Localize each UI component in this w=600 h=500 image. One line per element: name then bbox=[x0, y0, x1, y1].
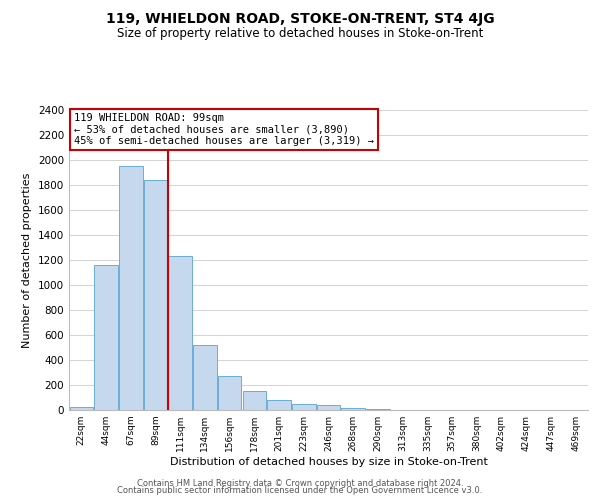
Text: Contains public sector information licensed under the Open Government Licence v3: Contains public sector information licen… bbox=[118, 486, 482, 495]
Bar bbox=[193, 345, 217, 410]
Y-axis label: Number of detached properties: Number of detached properties bbox=[22, 172, 32, 348]
Bar bbox=[70, 407, 93, 410]
Bar bbox=[218, 376, 241, 410]
X-axis label: Distribution of detached houses by size in Stoke-on-Trent: Distribution of detached houses by size … bbox=[170, 457, 487, 467]
Text: Contains HM Land Registry data © Crown copyright and database right 2024.: Contains HM Land Registry data © Crown c… bbox=[137, 478, 463, 488]
Bar bbox=[94, 265, 118, 410]
Bar bbox=[144, 180, 167, 410]
Bar bbox=[242, 391, 266, 410]
Bar bbox=[317, 405, 340, 410]
Bar bbox=[341, 408, 365, 410]
Bar bbox=[366, 409, 389, 410]
Bar bbox=[268, 400, 291, 410]
Text: 119 WHIELDON ROAD: 99sqm
← 53% of detached houses are smaller (3,890)
45% of sem: 119 WHIELDON ROAD: 99sqm ← 53% of detach… bbox=[74, 113, 374, 146]
Bar bbox=[169, 256, 192, 410]
Bar bbox=[119, 166, 143, 410]
Bar bbox=[292, 404, 316, 410]
Text: Size of property relative to detached houses in Stoke-on-Trent: Size of property relative to detached ho… bbox=[117, 28, 483, 40]
Text: 119, WHIELDON ROAD, STOKE-ON-TRENT, ST4 4JG: 119, WHIELDON ROAD, STOKE-ON-TRENT, ST4 … bbox=[106, 12, 494, 26]
